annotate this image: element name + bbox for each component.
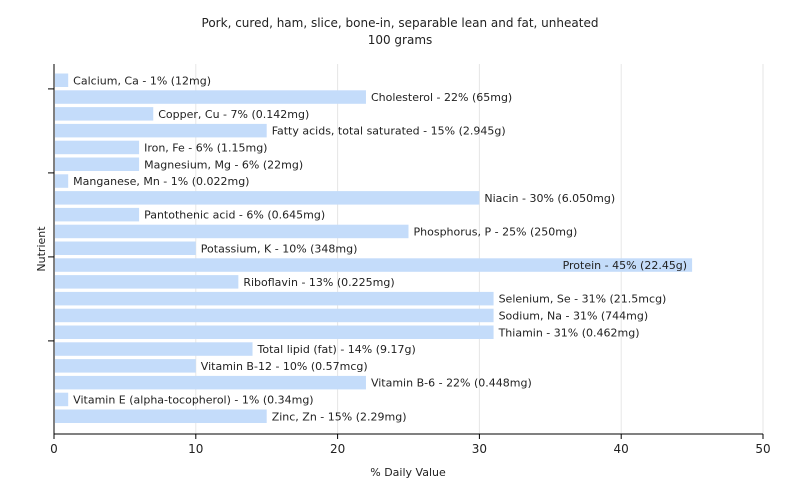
bar — [55, 275, 239, 289]
bar — [55, 224, 409, 239]
bar-label: Manganese, Mn - 1% (0.022mg) — [73, 175, 249, 188]
bar — [55, 359, 196, 373]
bar — [55, 191, 480, 205]
x-tick-label: 50 — [755, 442, 770, 456]
bar-label: Copper, Cu - 7% (0.142mg) — [158, 108, 309, 121]
y-axis-ticks — [48, 88, 54, 342]
bar — [55, 90, 366, 104]
bar — [55, 123, 267, 138]
bar — [55, 409, 267, 423]
x-axis-label: % Daily Value — [370, 466, 446, 479]
bar — [55, 174, 69, 188]
bar-label: Protein - 45% (22.45g) — [563, 259, 688, 272]
bar — [55, 258, 693, 272]
bar-label: Sodium, Na - 31% (744mg) — [499, 309, 649, 322]
bar — [55, 107, 154, 121]
bar — [55, 308, 494, 323]
bar — [55, 207, 140, 222]
bar-labels: Calcium, Ca - 1% (12mg) Cholesterol - 22%… — [73, 74, 687, 423]
bar-label: Calcium, Ca - 1% (12mg) — [73, 74, 211, 87]
bar-label: Selenium, Se - 31% (21.5mcg) — [499, 293, 667, 306]
bar-label: Magnesium, Mg - 6% (22mg) — [144, 158, 303, 171]
x-tick-label: 20 — [330, 442, 345, 456]
bar-label: Riboflavin - 13% (0.225mg) — [243, 276, 394, 289]
bar — [55, 375, 366, 390]
x-axis-ticks: 0 10 20 30 40 50 — [50, 434, 771, 456]
bars — [55, 73, 693, 423]
bar — [55, 342, 253, 356]
bar-label: Total lipid (fat) - 14% (9.17g) — [257, 343, 416, 356]
bar-label: Vitamin B-6 - 22% (0.448mg) — [371, 377, 532, 390]
bar-label: Vitamin B-12 - 10% (0.57mcg) — [201, 360, 368, 373]
bar-label: Cholesterol - 22% (65mg) — [371, 91, 512, 104]
bar-label: Pantothenic acid - 6% (0.645mg) — [144, 209, 325, 222]
bar-label: Vitamin E (alpha-tocopherol) - 1% (0.34m… — [73, 393, 313, 406]
bar-label: Zinc, Zn - 15% (2.29mg) — [272, 410, 407, 423]
bar — [55, 157, 140, 171]
x-tick-label: 0 — [50, 442, 58, 456]
bar-label: Niacin - 30% (6.050mg) — [484, 192, 615, 205]
chart-subtitle: 100 grams — [368, 33, 433, 47]
bar — [55, 291, 494, 306]
bar — [55, 392, 69, 407]
bar-label: Phosphorus, P - 25% (250mg) — [414, 225, 578, 238]
bar — [55, 241, 196, 255]
bar-label: Potassium, K - 10% (348mg) — [201, 242, 358, 255]
y-axis-label: Nutrient — [35, 226, 48, 272]
bar-label: Fatty acids, total saturated - 15% (2.94… — [272, 125, 506, 138]
x-tick-label: 30 — [472, 442, 487, 456]
bar — [55, 73, 69, 87]
bar — [55, 140, 140, 155]
bar-label: Thiamin - 31% (0.462mg) — [498, 326, 640, 339]
x-tick-label: 40 — [614, 442, 629, 456]
x-tick-label: 10 — [188, 442, 203, 456]
bar-label: Iron, Fe - 6% (1.15mg) — [144, 141, 267, 154]
bar — [55, 325, 494, 339]
chart-title: Pork, cured, ham, slice, bone-in, separa… — [202, 16, 599, 30]
